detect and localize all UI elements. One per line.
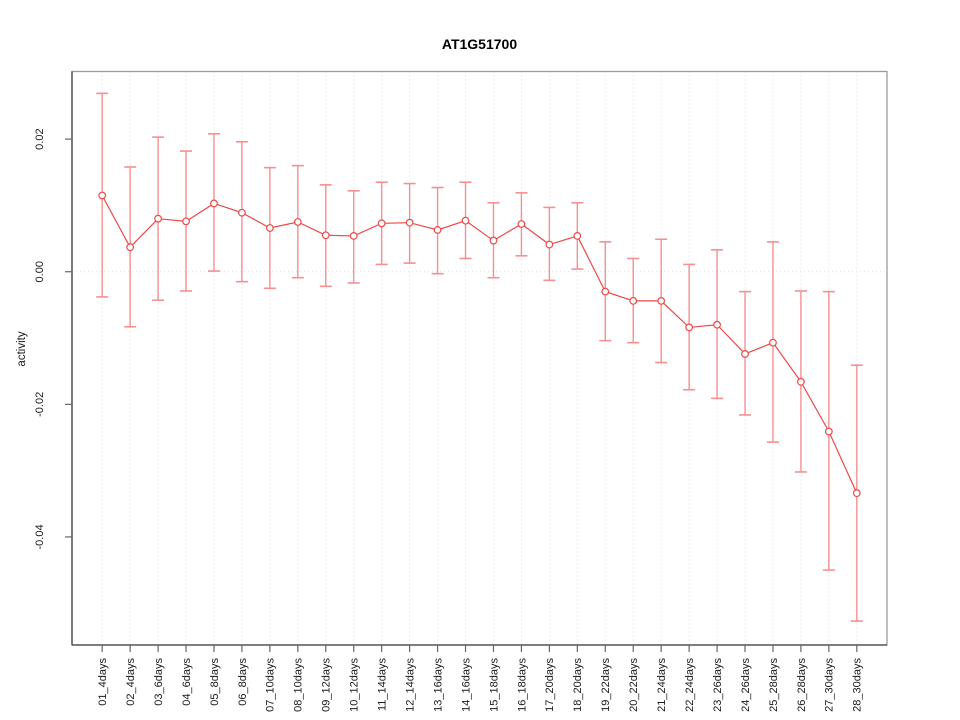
x-tick-label: 21_24days [656,658,668,712]
plot-box [71,70,888,646]
data-line [101,195,858,494]
y-axis-ticks: 0.02 0.00 -0.02 -0.04 [34,128,72,549]
data-point [545,240,554,249]
data-point [797,377,805,386]
x-tick-label: 24_26days [740,658,752,712]
x-tick-label: 10_12days [349,658,361,712]
data-point [461,216,470,225]
x-tick-label: 09_12days [321,658,333,712]
x-tick-label: 07_10days [265,658,277,712]
x-tick-label: 28_30days [852,658,864,712]
data-point [98,191,107,200]
x-tick-label: 18_20days [572,658,584,712]
chart-title: AT1G51700 [441,36,518,52]
y-tick-label: -0.02 [34,392,46,417]
data-point [517,220,526,228]
data-point [573,232,582,240]
data-point [824,427,833,436]
data-point [713,320,721,329]
x-tick-label: 27_30days [824,658,836,712]
data-point [685,323,694,332]
x-tick-label: 14_16days [460,658,472,712]
data-point [349,232,358,240]
series-line [101,195,858,494]
x-tick-label: 11_14days [377,658,389,712]
data-point [657,297,666,305]
data-point [489,236,498,245]
data-point [629,297,638,305]
data-point [433,226,442,234]
data-point [852,489,861,498]
data-point [377,219,386,228]
x-tick-label: 01_4days [97,658,109,706]
x-tick-label: 19_22days [600,658,612,712]
x-tick-label: 17_20days [544,658,556,712]
x-tick-label: 13_16days [432,658,444,712]
data-points [98,191,861,498]
data-point [321,231,330,240]
x-tick-label: 03_6days [153,658,165,706]
x-tick-label: 26_28days [796,658,808,712]
x-tick-label: 20_22days [628,658,640,712]
error-bars [96,92,863,622]
data-point [154,214,162,223]
x-tick-label: 15_18days [488,658,500,712]
data-point [405,218,414,227]
gridlines [72,71,887,645]
x-tick-label: 02_4days [125,658,137,706]
data-point [265,224,274,232]
y-tick-label: 0.00 [34,261,46,282]
data-point [126,243,135,252]
x-tick-label: 22_24days [684,658,696,712]
data-point [210,199,218,208]
x-tick-label: 16_18days [516,658,528,712]
data-point [769,338,777,347]
y-tick-label: -0.04 [34,524,46,549]
data-point [741,350,749,358]
data-point [293,218,302,226]
x-tick-label: 08_10days [293,658,305,712]
data-point [182,217,190,226]
data-point [601,287,610,296]
x-axis-ticks: 01_4days 02_4days 03_6days 04_6days 05_8days… [97,645,864,712]
data-point [238,208,246,217]
x-tick-label: 06_8days [237,658,249,706]
y-tick-label: 0.02 [34,128,46,149]
x-tick-label: 25_28days [768,658,780,712]
x-tick-label: 23_26days [712,658,724,712]
x-tick-label: 04_6days [181,658,193,706]
axes [71,70,888,646]
x-tick-label: 12_14days [404,658,416,712]
x-tick-label: 05_8days [209,658,221,706]
